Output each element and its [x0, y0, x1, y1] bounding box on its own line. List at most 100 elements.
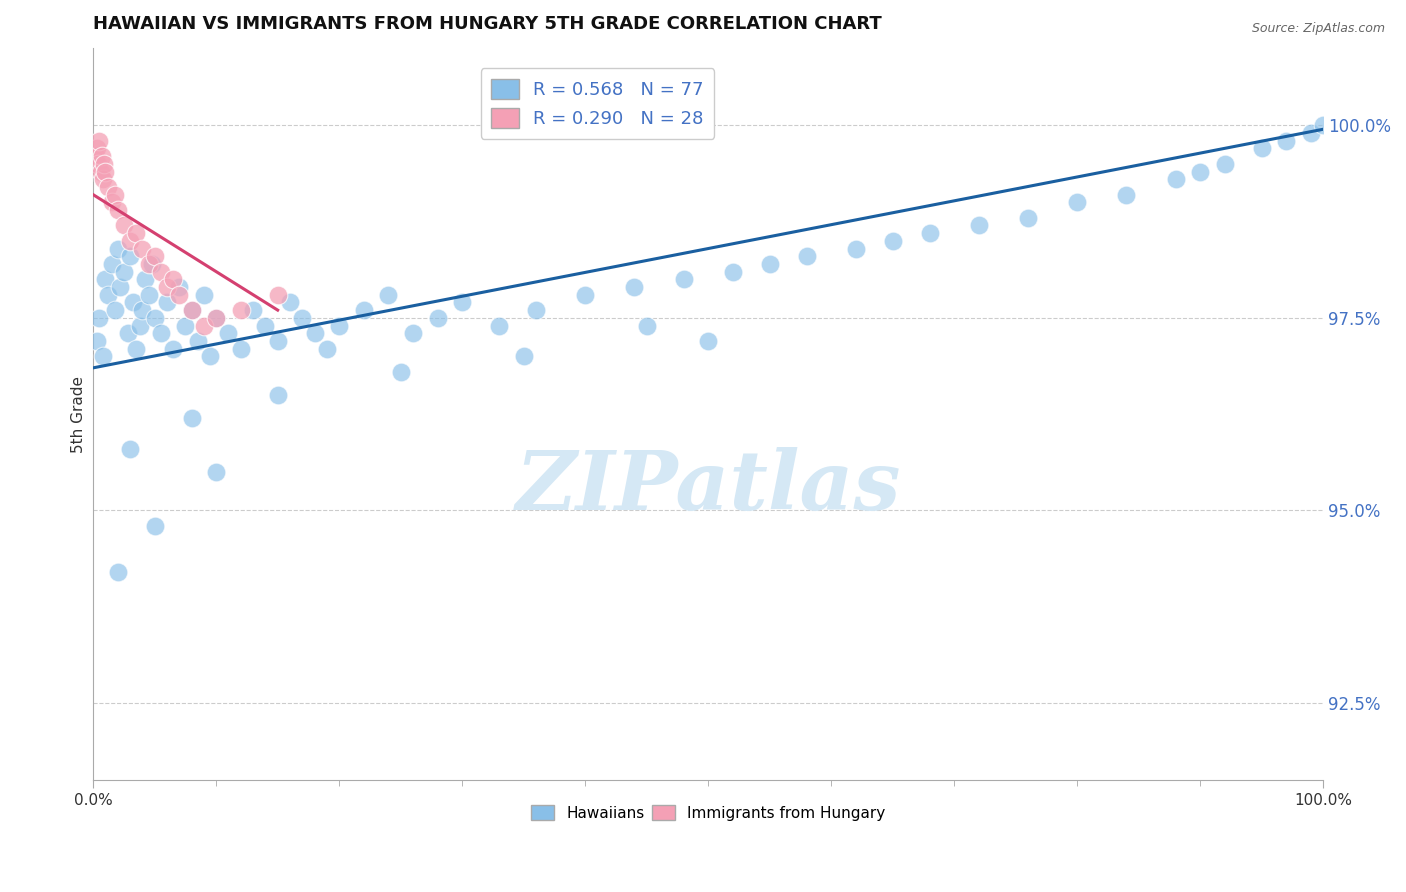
Point	[94, 272, 117, 286]
Point	[120, 249, 142, 263]
Point	[149, 265, 172, 279]
Point	[512, 349, 534, 363]
Point	[1066, 195, 1088, 210]
Point	[426, 310, 449, 325]
Point	[104, 187, 127, 202]
Point	[125, 342, 148, 356]
Point	[143, 249, 166, 263]
Point	[169, 287, 191, 301]
Point	[1115, 187, 1137, 202]
Point	[524, 303, 547, 318]
Point	[149, 326, 172, 341]
Text: Source: ZipAtlas.com: Source: ZipAtlas.com	[1251, 22, 1385, 36]
Point	[218, 326, 240, 341]
Point	[100, 257, 122, 271]
Point	[94, 164, 117, 178]
Point	[131, 242, 153, 256]
Point	[138, 287, 160, 301]
Point	[174, 318, 197, 333]
Point	[1189, 164, 1212, 178]
Point	[918, 226, 941, 240]
Point	[162, 342, 184, 356]
Point	[1164, 172, 1187, 186]
Point	[187, 334, 209, 348]
Point	[451, 295, 474, 310]
Point	[107, 565, 129, 579]
Text: ZIPatlas: ZIPatlas	[516, 447, 901, 527]
Point	[672, 272, 695, 286]
Point	[180, 303, 202, 318]
Point	[636, 318, 658, 333]
Point	[328, 318, 350, 333]
Point	[120, 234, 142, 248]
Point	[304, 326, 326, 341]
Point	[623, 280, 645, 294]
Point	[120, 442, 142, 456]
Point	[796, 249, 818, 263]
Point	[278, 295, 301, 310]
Point	[242, 303, 264, 318]
Point	[100, 195, 122, 210]
Point	[488, 318, 510, 333]
Point	[1275, 134, 1298, 148]
Point	[229, 303, 252, 318]
Point	[134, 272, 156, 286]
Point	[156, 295, 179, 310]
Point	[205, 465, 228, 479]
Point	[84, 149, 107, 163]
Point	[112, 219, 135, 233]
Point	[169, 280, 191, 294]
Point	[353, 303, 375, 318]
Point	[90, 164, 112, 178]
Text: HAWAIIAN VS IMMIGRANTS FROM HUNGARY 5TH GRADE CORRELATION CHART: HAWAIIAN VS IMMIGRANTS FROM HUNGARY 5TH …	[93, 15, 882, 33]
Point	[845, 242, 868, 256]
Point	[266, 287, 288, 301]
Point	[107, 203, 129, 218]
Point	[389, 365, 412, 379]
Y-axis label: 5th Grade: 5th Grade	[72, 376, 86, 452]
Point	[205, 310, 228, 325]
Point	[93, 157, 115, 171]
Point	[129, 318, 152, 333]
Point	[721, 265, 744, 279]
Point	[143, 518, 166, 533]
Point	[198, 349, 221, 363]
Point	[141, 257, 163, 271]
Point	[180, 410, 202, 425]
Point	[697, 334, 720, 348]
Point	[104, 303, 127, 318]
Point	[1250, 141, 1272, 155]
Point	[107, 242, 129, 256]
Point	[143, 310, 166, 325]
Point	[205, 310, 228, 325]
Point	[574, 287, 596, 301]
Point	[112, 265, 135, 279]
Point	[315, 342, 337, 356]
Point	[254, 318, 277, 333]
Point	[1017, 211, 1039, 225]
Point	[1299, 126, 1322, 140]
Point	[758, 257, 780, 271]
Point	[193, 318, 215, 333]
Point	[266, 334, 288, 348]
Point	[180, 303, 202, 318]
Point	[266, 388, 288, 402]
Point	[156, 280, 179, 294]
Point	[87, 157, 110, 171]
Point	[162, 272, 184, 286]
Point	[402, 326, 425, 341]
Point	[138, 257, 160, 271]
Point	[97, 180, 120, 194]
Point	[1213, 157, 1236, 171]
Point	[377, 287, 399, 301]
Point	[882, 234, 904, 248]
Point	[131, 303, 153, 318]
Point	[291, 310, 314, 325]
Point	[97, 287, 120, 301]
Point	[967, 219, 990, 233]
Point	[91, 172, 114, 186]
Legend: Hawaiians, Immigrants from Hungary: Hawaiians, Immigrants from Hungary	[524, 798, 891, 827]
Point	[125, 226, 148, 240]
Point	[121, 295, 143, 310]
Point	[110, 280, 132, 294]
